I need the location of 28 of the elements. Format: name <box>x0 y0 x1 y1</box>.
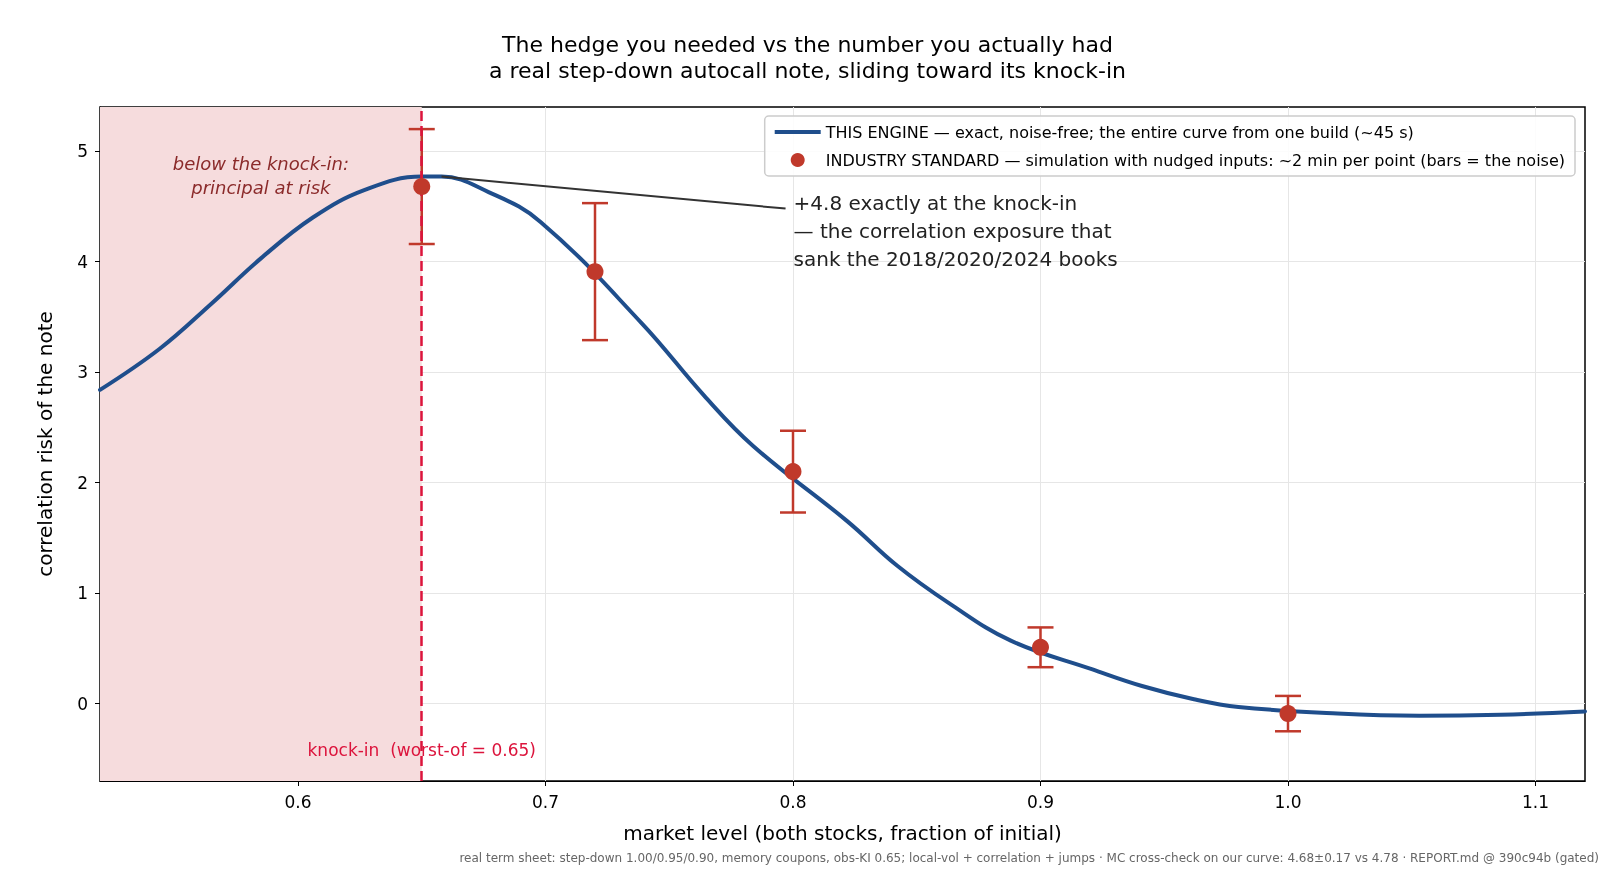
legend-label: INDUSTRY STANDARD — simulation with nudged inputs: ~2 min per point (bars = the noise) <box>825 150 1566 170</box>
x-tick-label: 0.9 <box>1026 791 1055 812</box>
x-axis-title: market level (both stocks, fraction of initial) <box>623 821 1062 845</box>
x-tick-label: 0.7 <box>531 791 560 812</box>
x-tick-label: 0.6 <box>284 791 312 812</box>
y-tick-label: 1 <box>77 583 88 604</box>
y-tick-label: 2 <box>77 472 88 493</box>
band-label: below the knock-in: principal at risk <box>172 152 350 198</box>
line-series <box>98 174 1587 718</box>
y-tick-label: 0 <box>77 693 88 714</box>
point <box>413 178 431 196</box>
x-tick-label: 1.0 <box>1274 791 1302 812</box>
x-tick-label: 0.8 <box>779 791 807 812</box>
y-tick-label: 4 <box>77 251 88 272</box>
point <box>1279 705 1297 723</box>
text: real term sheet: step-down 1.00/0.95/0.90, memory coupons, obs-KI 0.65; local-vol + correlation + jumps · MC cross-check on our curve: 4.68±0.17 vs 4.78 · REPORT.md @ 390c94b (gated) <box>459 851 1599 865</box>
y-tick-label: 5 <box>77 141 88 162</box>
chart-title: The hedge you needed vs the number you actually had <box>501 31 1113 57</box>
legend-label: THIS ENGINE — exact, noise-free; the entire curve from one build (~45 s) <box>824 122 1414 142</box>
chart-subtitle: a real step-down autocall note, sliding toward its knock-in <box>489 57 1126 83</box>
ref-line-label: knock-in (worst-of = 0.65) <box>307 739 536 760</box>
y-axis-title: correlation risk of the note <box>33 311 57 577</box>
annotation: +4.8 exactly at the knock-in — the correlation exposure that sank the 2018/2020/2024 books <box>793 190 1118 271</box>
point <box>1032 638 1049 656</box>
point <box>586 263 604 281</box>
y-tick-label: 3 <box>77 362 88 383</box>
point <box>784 463 802 481</box>
x-tick-label: 1.1 <box>1521 791 1550 812</box>
